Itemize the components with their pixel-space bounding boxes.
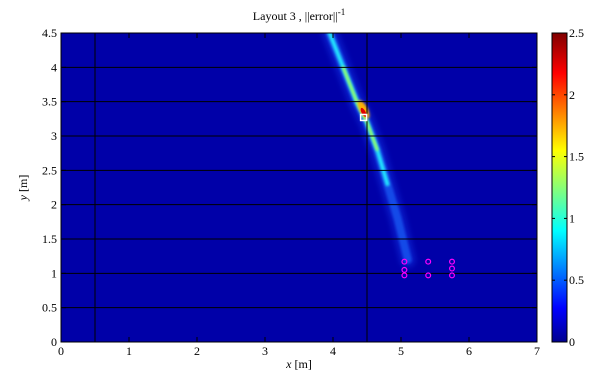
x-tick-label: 0 bbox=[58, 344, 64, 358]
colorbar: 0 0.5 1 1.5 2 2.5 bbox=[551, 26, 584, 349]
microphone-marker bbox=[449, 272, 456, 279]
microphone-marker bbox=[401, 266, 408, 273]
y-tick-label: 3.5 bbox=[42, 95, 57, 109]
y-axis-unit: [m] bbox=[16, 175, 30, 195]
colorbar-gradient bbox=[551, 32, 568, 343]
colorbar-ticks: 0 0.5 1 1.5 2 2.5 bbox=[552, 26, 584, 349]
y-tick-label: 0.5 bbox=[42, 301, 57, 315]
heatmap-background bbox=[61, 33, 537, 342]
colorbar-tick-label: 2.5 bbox=[569, 26, 584, 40]
x-axis-ticks: 0 1 2 3 4 5 6 7 bbox=[58, 33, 540, 358]
y-tick-label: 0 bbox=[51, 335, 57, 349]
microphone-marker bbox=[401, 258, 408, 265]
y-axis-ticks: 0 0.5 1 1.5 2 2.5 3 3.5 4 4.5 bbox=[42, 26, 537, 349]
x-axis-label: x [m] bbox=[285, 357, 312, 371]
title-superscript: -1 bbox=[338, 7, 346, 17]
y-axis-var: y bbox=[16, 194, 30, 201]
x-tick-label: 4 bbox=[330, 344, 336, 358]
microphone-marker bbox=[425, 272, 432, 279]
x-tick-label: 5 bbox=[398, 344, 404, 358]
markers bbox=[359, 113, 456, 279]
x-tick-label: 7 bbox=[534, 344, 540, 358]
chart-title: Layout 3 , ||error||-1 bbox=[253, 7, 345, 23]
title-text: Layout 3 , ||error|| bbox=[253, 9, 338, 23]
colorbar-tick-label: 1 bbox=[569, 211, 575, 225]
x-axis-unit: [m] bbox=[292, 357, 312, 371]
y-tick-label: 1 bbox=[51, 266, 57, 280]
y-tick-label: 2 bbox=[51, 198, 57, 212]
y-axis-label: y [m] bbox=[16, 175, 30, 202]
colorbar-tick-label: 1.5 bbox=[569, 150, 584, 164]
y-tick-label: 1.5 bbox=[42, 232, 57, 246]
microphone-marker bbox=[401, 272, 408, 279]
y-tick-label: 4.5 bbox=[42, 26, 57, 40]
microphone-marker bbox=[449, 265, 456, 272]
estimated-source-marker bbox=[359, 113, 368, 122]
microphone-marker bbox=[425, 258, 432, 265]
y-tick-label: 3 bbox=[51, 129, 57, 143]
x-tick-label: 3 bbox=[262, 344, 268, 358]
colorbar-tick-label: 0.5 bbox=[569, 273, 584, 287]
y-tick-label: 4 bbox=[51, 60, 57, 74]
colorbar-tick-label: 2 bbox=[569, 88, 575, 102]
microphone-marker bbox=[449, 258, 456, 265]
plot-frame bbox=[60, 32, 538, 343]
x-tick-label: 6 bbox=[466, 344, 472, 358]
x-tick-label: 1 bbox=[126, 344, 132, 358]
colorbar-tick-label: 0 bbox=[569, 335, 575, 349]
y-tick-label: 2.5 bbox=[42, 163, 57, 177]
svg-text:Layout 3 , ||error||-1: Layout 3 , ||error||-1 bbox=[253, 7, 345, 23]
x-tick-label: 2 bbox=[194, 344, 200, 358]
grid-lines bbox=[61, 33, 537, 342]
x-axis-var: x bbox=[285, 357, 292, 371]
plot-area: 0 1 2 3 4 5 6 7 0 0.5 1 1.5 2 2.5 3 3.5 4 4.5 bbox=[42, 26, 540, 358]
